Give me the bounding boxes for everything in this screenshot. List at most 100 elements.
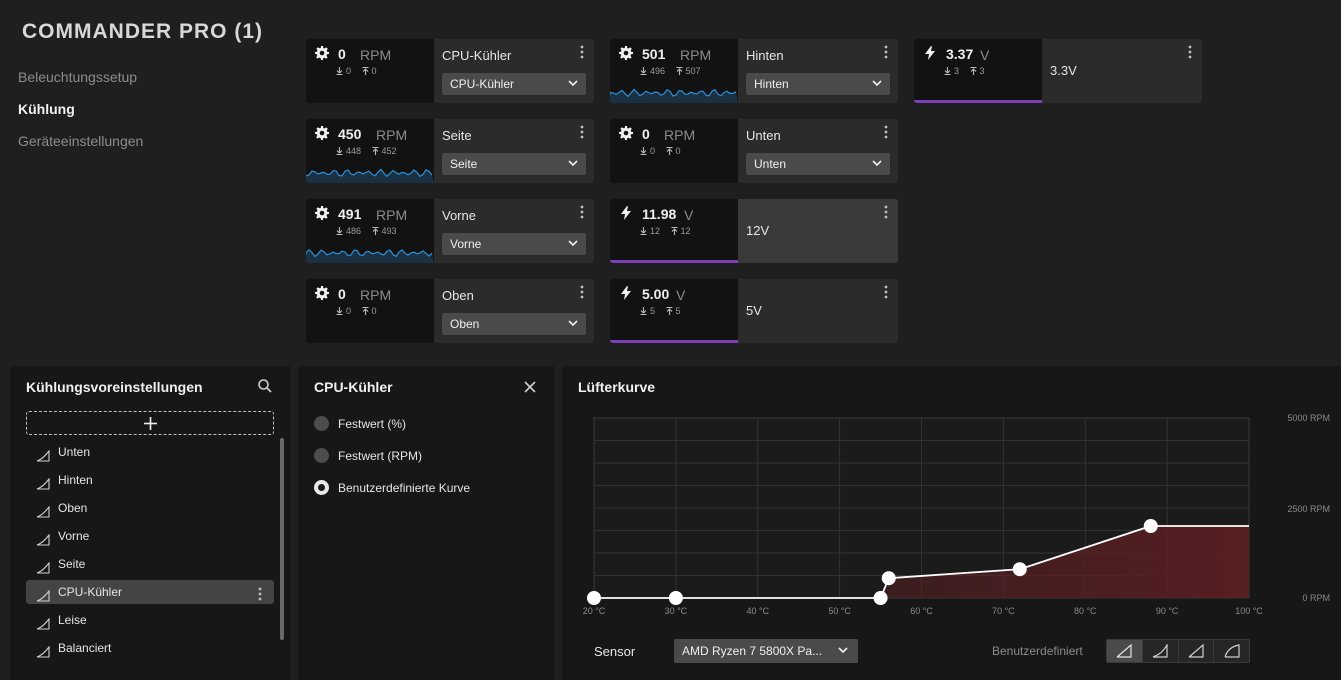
fan-min-max: 0 0 <box>640 146 689 156</box>
curve-shape-balanced-button[interactable] <box>1178 640 1215 662</box>
curve-point-handle[interactable] <box>873 591 888 605</box>
bolt-icon <box>619 286 633 300</box>
preset-item[interactable]: Vorne <box>26 524 274 548</box>
curve-preset-buttons <box>1106 639 1250 663</box>
fan-curve-chart[interactable]: 20 °C 30 °C 40 °C 50 °C 60 °C 70 °C 80 °C 90 °C… <box>562 366 1341 628</box>
preset-label: Seite <box>58 557 86 571</box>
fan-gear-icon <box>315 206 329 220</box>
more-options-icon[interactable] <box>884 285 888 299</box>
radio-label: Benutzerdefinierte Kurve <box>338 481 471 495</box>
curve-point-handle[interactable] <box>1012 562 1027 577</box>
voltage-rail-name: 3.3V <box>1050 63 1077 78</box>
radio-label: Festwert (%) <box>338 417 407 431</box>
fan-min-max: 486 493 <box>336 226 405 236</box>
curve-shape-performance-button[interactable] <box>1214 640 1249 662</box>
fan-rpm-unit: RPM <box>376 127 408 143</box>
preset-label: CPU-Kühler <box>58 585 123 599</box>
preset-item[interactable]: Seite <box>26 552 274 576</box>
sidebar-nav: Beleuchtungssetup Kühlung Geräteeinstell… <box>18 68 143 164</box>
radio-button[interactable] <box>314 416 329 431</box>
curve-point-handle[interactable] <box>668 591 683 605</box>
more-options-icon[interactable] <box>580 285 584 299</box>
fan-min-max: 0 0 <box>336 66 385 76</box>
voltage-bar <box>610 340 738 343</box>
fan-readout: 0 RPM 0 0 <box>306 279 434 343</box>
rpm-sparkline <box>610 88 738 103</box>
fan-min: 0 <box>640 146 655 156</box>
close-icon[interactable] <box>524 381 536 393</box>
fan-name: Unten <box>746 128 781 143</box>
fan-min: 448 <box>336 146 361 156</box>
fan-rpm-value: 0 <box>642 126 650 142</box>
fan-min-max: 0 0 <box>336 306 385 316</box>
voltage-bar <box>914 100 1042 103</box>
preset-scrollbar[interactable] <box>280 438 284 640</box>
fan-preset-dropdown[interactable]: Vorne <box>442 233 586 255</box>
preset-item[interactable]: Unten <box>26 440 274 464</box>
curve-shape-quiet-button[interactable] <box>1142 640 1179 662</box>
fan-preset-dropdown[interactable]: CPU-Kühler <box>442 73 586 95</box>
fan-config: Oben Oben <box>434 279 594 343</box>
fan-name: CPU-Kühler <box>442 48 512 63</box>
curve-shape-linear-button[interactable] <box>1107 640 1143 662</box>
more-options-icon[interactable] <box>580 125 584 139</box>
fan-rpm-unit: RPM <box>376 207 408 223</box>
voltage-min-max: 12 12 <box>640 226 699 236</box>
more-options-icon[interactable] <box>884 125 888 139</box>
curve-icon <box>36 530 50 554</box>
curve-point-handle[interactable] <box>587 591 601 605</box>
search-icon[interactable] <box>258 379 272 393</box>
radio-button[interactable] <box>314 448 329 463</box>
nav-item-cooling[interactable]: Kühlung <box>18 101 75 117</box>
fan-config: CPU-Kühler CPU-Kühler <box>434 39 594 103</box>
more-options-icon[interactable] <box>884 205 888 219</box>
preset-item[interactable]: Hinten <box>26 468 274 492</box>
preset-item[interactable]: CPU-Kühler <box>26 580 274 604</box>
more-options-icon[interactable] <box>884 45 888 59</box>
voltage-rail-name: 12V <box>746 223 770 238</box>
panel-title: CPU-Kühler <box>314 379 393 395</box>
fan-preset-dropdown[interactable]: Oben <box>442 313 586 335</box>
voltage-unit: V <box>684 207 694 223</box>
more-options-icon[interactable] <box>580 205 584 219</box>
voltage-card: 3.37 V 3 3 3.3V <box>914 39 1202 103</box>
fan-readout: 491 RPM 486 493 <box>306 199 434 263</box>
fan-card: 491 RPM 486 493 Vorne Vorne <box>306 199 594 263</box>
fan-card: 0 RPM 0 0 Unten Unten <box>610 119 898 183</box>
nav-item-lighting[interactable]: Beleuchtungssetup <box>18 69 138 85</box>
add-preset-button[interactable] <box>26 411 274 435</box>
preset-label: Vorne <box>58 529 90 543</box>
voltage-unit: V <box>676 287 686 303</box>
curve-icon <box>36 502 50 526</box>
voltage-config: 5V <box>738 279 898 343</box>
voltage-config: 12V <box>738 199 898 263</box>
curve-icon <box>36 614 50 638</box>
fan-preset-dropdown[interactable]: Unten <box>746 153 890 175</box>
fan-rpm-value: 491 <box>338 206 362 222</box>
more-options-icon[interactable] <box>258 585 262 609</box>
sensor-dropdown[interactable]: AMD Ryzen 7 5800X Pa... <box>674 639 858 663</box>
preset-label: Balanciert <box>58 641 112 655</box>
fan-name: Vorne <box>442 208 476 223</box>
x-tick-label: 20 °C <box>583 606 606 616</box>
bolt-icon <box>619 206 633 220</box>
fan-config: Hinten Hinten <box>738 39 898 103</box>
more-options-icon[interactable] <box>1188 45 1192 59</box>
preset-item[interactable]: Oben <box>26 496 274 520</box>
curve-point-handle[interactable] <box>1143 519 1158 533</box>
cooling-presets-panel: Kühlungsvoreinstellungen Unten Hinten Ob… <box>10 366 290 680</box>
voltage-unit: V <box>980 47 990 63</box>
plus-icon <box>144 417 157 430</box>
preset-item[interactable]: Leise <box>26 608 274 632</box>
fan-preset-dropdown[interactable]: Hinten <box>746 73 890 95</box>
fan-gear-icon <box>619 46 633 60</box>
nav-item-device-settings[interactable]: Geräteeinstellungen <box>18 133 144 149</box>
curve-point-handle[interactable] <box>881 571 896 586</box>
fan-preset-dropdown[interactable]: Seite <box>442 153 586 175</box>
radio-button-selected[interactable] <box>314 480 329 495</box>
bolt-icon <box>923 46 937 60</box>
voltage-readout: 11.98 V 12 12 <box>610 199 738 263</box>
preset-item[interactable]: Balanciert <box>26 636 274 660</box>
voltage-card: 5.00 V 5 5 5V <box>610 279 898 343</box>
more-options-icon[interactable] <box>580 45 584 59</box>
